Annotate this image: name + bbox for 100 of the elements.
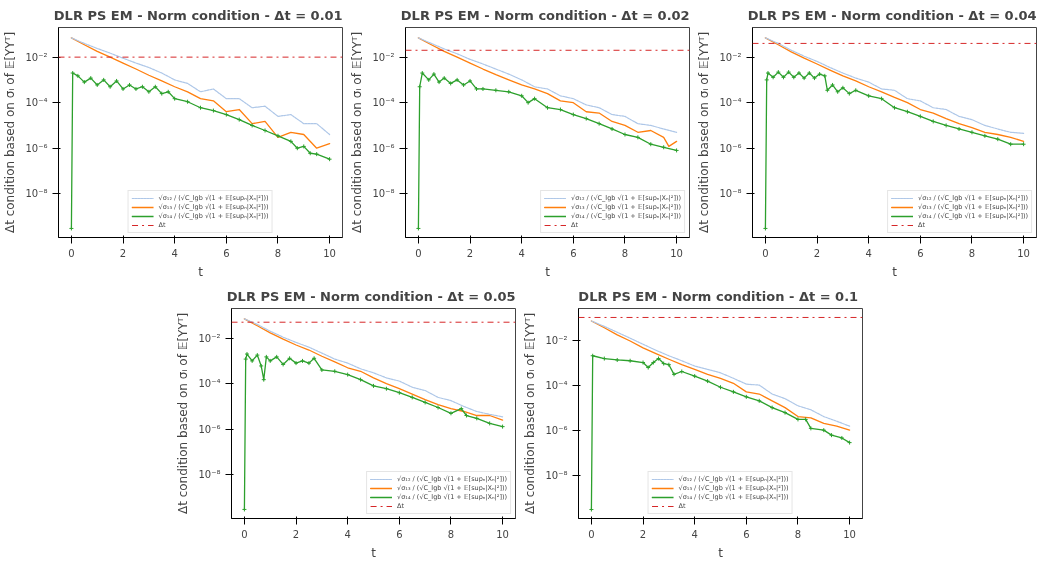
x-tick-label: 10 bbox=[670, 247, 683, 259]
x-tick-label: 8 bbox=[794, 528, 802, 540]
y-axis-title: Δt condition based on σᵢ of 𝔼[YYᵀ] bbox=[3, 31, 18, 234]
x-tick-label: 2 bbox=[292, 528, 300, 540]
y-tick-label: 10⁻² bbox=[719, 51, 742, 63]
point bbox=[467, 78, 473, 84]
x-tick-label: 0 bbox=[68, 247, 75, 259]
point bbox=[426, 77, 432, 83]
y-tick-label: 10⁻⁴ bbox=[719, 97, 742, 109]
y-tick-label: 10⁻⁴ bbox=[372, 97, 395, 109]
point bbox=[480, 86, 486, 92]
point bbox=[765, 70, 771, 76]
point bbox=[609, 126, 615, 132]
point bbox=[275, 133, 281, 139]
point bbox=[249, 122, 255, 128]
point bbox=[461, 82, 467, 88]
y-tick-label: 10⁻⁶ bbox=[198, 423, 221, 435]
point bbox=[806, 70, 812, 76]
y-tick-label: 10⁻² bbox=[198, 332, 221, 344]
x-axis-title: t bbox=[545, 264, 551, 279]
y-tick-label: 10⁻⁶ bbox=[719, 142, 742, 154]
y-tick-label: 10⁻² bbox=[25, 51, 48, 63]
x-tick-label: 6 bbox=[570, 247, 577, 259]
x-tick-label: 0 bbox=[762, 247, 769, 259]
chart-title: DLR PS EM - Norm condition - Δt = 0.04 bbox=[747, 7, 1037, 23]
point bbox=[258, 363, 264, 369]
point bbox=[829, 432, 835, 438]
x-tick-label: 2 bbox=[466, 247, 474, 259]
x-tick-label: 0 bbox=[415, 247, 422, 259]
y-tick-label: 10⁻⁶ bbox=[545, 424, 568, 436]
x-axis-title: t bbox=[198, 264, 204, 279]
y-axis-title: Δt condition based on σᵢ of 𝔼[YYᵀ] bbox=[697, 31, 712, 234]
point bbox=[262, 128, 268, 133]
y-tick-label: 10⁻⁴ bbox=[198, 378, 221, 390]
point bbox=[319, 367, 325, 373]
point bbox=[249, 358, 255, 364]
point bbox=[782, 410, 788, 416]
point bbox=[293, 360, 299, 366]
y-tick-label: 10⁻⁸ bbox=[198, 469, 221, 481]
point bbox=[614, 357, 620, 363]
y-tick-label: 10⁻⁶ bbox=[372, 142, 395, 154]
x-tick-label: 10 bbox=[496, 528, 509, 540]
point bbox=[75, 73, 81, 79]
point bbox=[107, 84, 113, 90]
y-tick-label: 10⁻⁴ bbox=[545, 379, 568, 391]
point bbox=[244, 351, 250, 357]
point bbox=[817, 71, 823, 77]
x-tick-label: 4 bbox=[691, 528, 698, 540]
y-axis-title: Δt condition based on σᵢ of 𝔼[YYᵀ] bbox=[176, 312, 191, 515]
x-tick-label: 2 bbox=[119, 247, 127, 259]
point bbox=[263, 354, 269, 360]
point bbox=[146, 89, 152, 95]
point bbox=[254, 352, 260, 358]
x-axis-title: t bbox=[718, 545, 724, 560]
point bbox=[274, 354, 280, 360]
x-axis-title: t bbox=[892, 264, 898, 279]
x-tick-label: 4 bbox=[518, 247, 525, 259]
point bbox=[435, 404, 441, 410]
y-tick-label: 10⁻⁸ bbox=[25, 188, 48, 200]
y-tick-label: 10⁻⁸ bbox=[719, 188, 742, 200]
y-tick-label: 10⁻² bbox=[545, 334, 568, 346]
point bbox=[666, 362, 672, 368]
point bbox=[943, 122, 949, 128]
point bbox=[81, 79, 87, 85]
point bbox=[811, 75, 817, 81]
point bbox=[419, 70, 425, 76]
point bbox=[114, 78, 120, 84]
x-tick-label: 4 bbox=[865, 247, 872, 259]
x-tick-label: 0 bbox=[588, 528, 595, 540]
point bbox=[795, 416, 801, 422]
x-tick-label: 0 bbox=[241, 528, 248, 540]
point bbox=[280, 361, 286, 367]
point bbox=[775, 69, 781, 75]
point bbox=[474, 86, 479, 92]
point bbox=[743, 394, 749, 400]
point bbox=[671, 371, 677, 377]
point bbox=[840, 85, 846, 91]
x-tick-label: 10 bbox=[843, 528, 856, 540]
point bbox=[822, 73, 828, 79]
x-tick-label: 10 bbox=[1017, 247, 1030, 259]
point bbox=[94, 82, 100, 88]
chart-title: DLR PS EM - Norm condition - Δt = 0.05 bbox=[226, 288, 516, 304]
point bbox=[70, 70, 76, 76]
point bbox=[436, 79, 442, 85]
point bbox=[969, 129, 975, 135]
point bbox=[101, 77, 107, 83]
x-tick-label: 2 bbox=[639, 528, 647, 540]
point bbox=[622, 132, 628, 137]
point bbox=[493, 87, 499, 93]
y-tick-label: 10⁻⁸ bbox=[545, 469, 568, 481]
x-tick-label: 4 bbox=[171, 247, 178, 259]
x-tick-label: 4 bbox=[344, 528, 351, 540]
point bbox=[525, 100, 531, 106]
x-tick-label: 8 bbox=[274, 247, 282, 259]
x-tick-label: 8 bbox=[447, 528, 455, 540]
point bbox=[730, 389, 736, 395]
point bbox=[956, 126, 962, 132]
point bbox=[371, 383, 376, 389]
point bbox=[982, 133, 988, 139]
point bbox=[441, 75, 447, 81]
